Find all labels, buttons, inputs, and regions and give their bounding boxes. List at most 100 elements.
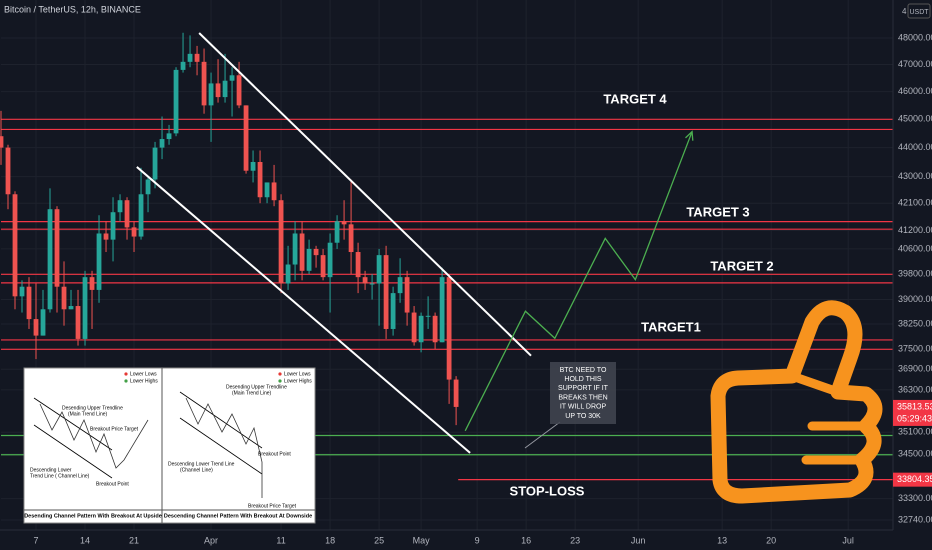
y-tick-label: 36300.00	[898, 384, 932, 394]
y-tick-label: 43000.00	[898, 171, 932, 181]
candle-body	[411, 312, 417, 343]
candle-body	[418, 315, 424, 343]
candle-body	[264, 182, 270, 198]
annotation: Breakout Price Target	[248, 503, 297, 509]
candle-body	[341, 221, 347, 225]
candle-body	[173, 69, 179, 134]
y-tick-label: 35100.00	[898, 427, 932, 437]
y-tick-label: 39000.00	[898, 294, 932, 304]
candles	[0, 32, 459, 426]
y-tick-label: 40600.00	[898, 243, 932, 253]
candle-body	[222, 80, 228, 98]
y-tick-label: 39800.00	[898, 268, 932, 278]
y-tick-label: 37500.00	[898, 343, 932, 353]
candle-body	[425, 315, 431, 317]
candle-body	[89, 277, 95, 290]
annotation: Desending Upper Trendline	[226, 384, 287, 390]
candle-body	[404, 277, 410, 313]
x-tick-label: Apr	[204, 535, 218, 545]
x-tick-label: Jul	[842, 535, 854, 545]
candle-body	[250, 162, 256, 171]
candle-body	[327, 242, 333, 278]
candle-body	[47, 209, 53, 310]
x-tick-label: 9	[475, 535, 480, 545]
candle-body	[278, 200, 284, 284]
candle-body	[110, 212, 116, 240]
candle-body	[257, 162, 263, 198]
x-tick-label: 21	[129, 535, 139, 545]
candle-body	[299, 233, 305, 271]
candle-body	[215, 83, 221, 98]
candle-body	[166, 133, 172, 140]
y-tick-label: 46000.00	[898, 86, 932, 96]
candle-body	[306, 248, 312, 271]
candle-body	[243, 105, 249, 171]
trend-line	[136, 166, 471, 454]
candle-body	[159, 139, 165, 148]
y-tick-label: 45000.00	[898, 114, 932, 124]
annotation: Breakout Price Target	[90, 426, 139, 432]
candle-body	[313, 248, 319, 256]
target-label: TARGET 3	[686, 204, 749, 219]
candle-body	[54, 209, 60, 287]
y-tick-label: 33300.00	[898, 493, 932, 503]
candle-body	[131, 227, 137, 237]
inset-frame	[23, 367, 316, 524]
projection-path	[464, 131, 693, 432]
candle-body	[152, 147, 158, 180]
candle-body	[271, 182, 277, 201]
x-tick-label: 23	[570, 535, 580, 545]
candle-body	[376, 255, 382, 284]
candle-body	[138, 194, 144, 237]
candle-body	[355, 252, 361, 278]
caption: Desending Channel Pattern With Breakout …	[24, 513, 162, 519]
x-tick-label: 7	[34, 535, 39, 545]
y-tick-label: 38250.00	[898, 318, 932, 328]
right-diagram	[179, 391, 263, 498]
candle-body	[103, 233, 109, 240]
note-line: BREAKS THEN	[558, 394, 607, 401]
annotation: Trend Line ( Channel Line)	[30, 473, 90, 479]
annotation: Breakout Point	[258, 451, 291, 457]
currency-button[interactable]	[907, 3, 931, 19]
stop-price: 33804.35	[897, 474, 932, 484]
candle-body	[124, 200, 130, 228]
arrow-head	[685, 130, 694, 141]
y-tick-label: 41200.00	[898, 225, 932, 235]
annotation: (Main Trend Line)	[68, 411, 108, 417]
left-diagram	[33, 397, 149, 479]
pattern-inset: Lower Lows Lower Highs Lower Lows Lower …	[23, 367, 316, 524]
candle-body	[320, 255, 326, 278]
candle-body	[208, 83, 214, 106]
candle-body	[117, 200, 123, 213]
note-line: SUPPORT IF IT	[558, 385, 609, 392]
candle-body	[75, 306, 81, 339]
callout-line	[524, 421, 561, 449]
annotation: Descending Lower Trend Line	[168, 461, 235, 467]
legend-dot	[278, 372, 282, 376]
y-tick-label: 47000.00	[898, 59, 932, 69]
x-tick-label: 13	[717, 535, 727, 545]
candle-body	[201, 61, 207, 106]
legend-dot	[124, 372, 128, 376]
currency[interactable]: USDT	[909, 9, 929, 16]
candle-body	[194, 53, 200, 62]
note-line: UP TO 30K	[565, 413, 601, 420]
candle-body	[362, 277, 368, 284]
y-tick-label: 44000.00	[898, 142, 932, 152]
caption: Descending Channel Pattern With Breakout…	[164, 513, 312, 519]
legend-dot	[278, 379, 282, 383]
annotation: Desending Upper Trendline	[62, 405, 123, 411]
annotation: Breakout Point	[96, 481, 129, 487]
y-tick-label: 42100.00	[898, 198, 932, 208]
x-tick-label: May	[413, 535, 431, 545]
legend-label: Lower Lows	[130, 371, 157, 377]
candle-body	[292, 233, 298, 265]
candle-body	[285, 264, 291, 284]
candle-body	[82, 277, 88, 339]
candle-body	[5, 147, 11, 195]
y-tick-label: 48000.00	[898, 32, 932, 42]
candle-body	[0, 136, 4, 148]
legend-label: Lower Highs	[130, 378, 158, 384]
